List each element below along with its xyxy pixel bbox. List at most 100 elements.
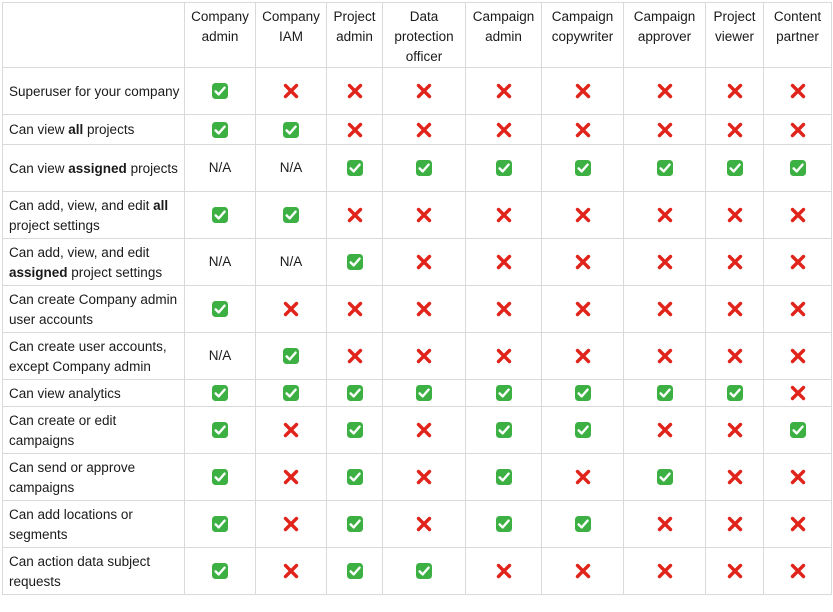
cross-mark-icon bbox=[727, 208, 742, 223]
cross-mark-icon bbox=[416, 470, 432, 485]
cross-mark-icon bbox=[657, 122, 672, 138]
cross-mark-icon bbox=[575, 84, 590, 99]
permission-cell bbox=[326, 285, 383, 333]
not-applicable-text: N/A bbox=[279, 160, 303, 175]
feature-label: Can view all projects bbox=[2, 114, 185, 145]
emphasis-text: assigned bbox=[9, 264, 68, 280]
check-mark-button-icon bbox=[212, 563, 228, 580]
cross-mark-icon bbox=[657, 349, 672, 364]
permission-cell bbox=[623, 547, 706, 595]
permission-cell bbox=[255, 67, 327, 115]
check-mark-button-icon bbox=[416, 385, 432, 402]
permission-cell bbox=[541, 144, 624, 192]
permission-cell bbox=[326, 332, 383, 380]
header-corner bbox=[2, 2, 185, 68]
cross-mark-icon bbox=[575, 470, 590, 485]
permission-cell bbox=[255, 114, 327, 145]
permission-cell bbox=[382, 238, 466, 286]
cross-mark-icon bbox=[790, 255, 805, 270]
permission-cell bbox=[623, 144, 706, 192]
permission-cell bbox=[763, 67, 832, 115]
permission-cell bbox=[541, 379, 624, 407]
table-row: Superuser for your company bbox=[2, 67, 832, 115]
cross-mark-icon bbox=[790, 470, 805, 485]
label-text: projects bbox=[83, 122, 135, 137]
cross-mark-icon bbox=[575, 349, 590, 364]
permission-cell bbox=[184, 67, 256, 115]
cross-mark-icon bbox=[790, 386, 805, 401]
permission-cell bbox=[465, 453, 542, 501]
cross-mark-icon bbox=[657, 564, 672, 579]
permission-cell bbox=[184, 547, 256, 595]
check-mark-button-icon bbox=[656, 469, 673, 486]
permission-cell bbox=[763, 379, 832, 407]
check-mark-button-icon bbox=[574, 385, 591, 402]
emphasis-text: all bbox=[153, 197, 169, 213]
permission-cell bbox=[623, 332, 706, 380]
check-mark-button-icon bbox=[656, 160, 673, 177]
label-text: Can create user accounts, except Company… bbox=[9, 338, 167, 374]
table-row: Can view all projects bbox=[2, 114, 832, 145]
permission-cell bbox=[255, 285, 327, 333]
check-mark-button-icon bbox=[283, 121, 299, 138]
permission-cell bbox=[705, 285, 764, 333]
permission-cell bbox=[541, 238, 624, 286]
feature-label: Can create user accounts, except Company… bbox=[2, 332, 185, 380]
label-text: Can action data subject requests bbox=[9, 553, 151, 589]
label-text: Can create Company admin user accounts bbox=[9, 291, 178, 327]
cross-mark-icon bbox=[283, 517, 299, 532]
cross-mark-icon bbox=[790, 84, 805, 99]
cross-mark-icon bbox=[283, 84, 299, 99]
label-text: project settings bbox=[67, 264, 163, 280]
permission-cell: N/A bbox=[184, 144, 256, 192]
permission-cell bbox=[541, 406, 624, 454]
label-text: Can add locations or segments bbox=[9, 506, 133, 542]
permission-cell bbox=[705, 406, 764, 454]
check-mark-button-icon bbox=[574, 422, 591, 439]
cross-mark-icon bbox=[416, 84, 432, 99]
permission-cell bbox=[705, 114, 764, 145]
check-mark-button-icon bbox=[726, 160, 743, 177]
permission-cell bbox=[184, 406, 256, 454]
check-mark-button-icon bbox=[495, 422, 512, 439]
label-text: project settings bbox=[9, 217, 100, 233]
permission-cell bbox=[623, 238, 706, 286]
feature-label: Can add, view, and edit all project sett… bbox=[2, 191, 185, 239]
permission-cell bbox=[705, 379, 764, 407]
permission-cell bbox=[465, 285, 542, 333]
feature-label: Can view assigned projects bbox=[2, 144, 185, 192]
permission-cell bbox=[326, 67, 383, 115]
cross-mark-icon bbox=[496, 84, 511, 99]
cross-mark-icon bbox=[727, 122, 742, 138]
check-mark-button-icon bbox=[789, 422, 806, 439]
cross-mark-icon bbox=[657, 302, 672, 317]
cross-mark-icon bbox=[727, 564, 742, 579]
permission-cell bbox=[541, 547, 624, 595]
check-mark-button-icon bbox=[212, 207, 228, 224]
check-mark-button-icon bbox=[495, 469, 512, 486]
cross-mark-icon bbox=[496, 349, 511, 364]
permission-cell bbox=[763, 332, 832, 380]
permission-cell bbox=[465, 191, 542, 239]
permission-cell bbox=[255, 547, 327, 595]
permission-cell bbox=[184, 379, 256, 407]
check-mark-button-icon bbox=[212, 301, 228, 318]
permission-cell bbox=[255, 500, 327, 548]
column-header: Campaign approver bbox=[623, 2, 706, 68]
cross-mark-icon bbox=[496, 208, 511, 223]
permission-cell bbox=[326, 406, 383, 454]
cross-mark-icon bbox=[575, 255, 590, 270]
cross-mark-icon bbox=[657, 208, 672, 223]
check-mark-button-icon bbox=[212, 83, 228, 100]
check-mark-button-icon bbox=[416, 160, 432, 177]
permission-cell bbox=[623, 114, 706, 145]
check-mark-button-icon bbox=[346, 422, 363, 439]
column-header: Data protection officer bbox=[382, 2, 466, 68]
permission-cell bbox=[763, 500, 832, 548]
cross-mark-icon bbox=[727, 302, 742, 317]
cross-mark-icon bbox=[416, 423, 432, 438]
permission-cell: N/A bbox=[255, 144, 327, 192]
cross-mark-icon bbox=[416, 517, 432, 532]
label-text: Can send or approve campaigns bbox=[9, 459, 136, 495]
permission-cell bbox=[541, 67, 624, 115]
